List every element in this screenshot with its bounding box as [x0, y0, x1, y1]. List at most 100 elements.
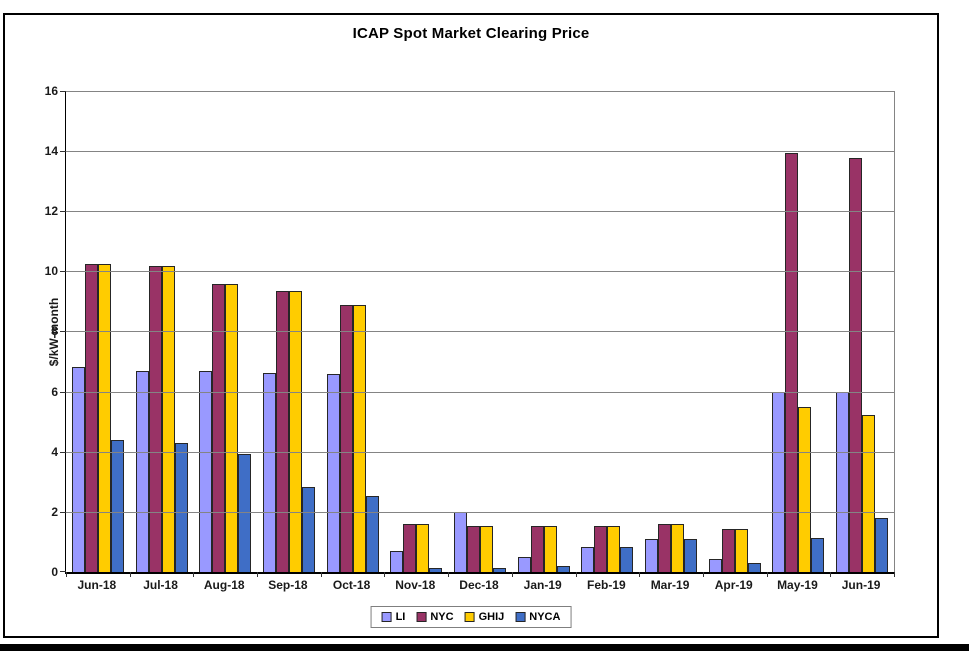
- bar-nyc-apr-19: [721, 529, 735, 572]
- y-axis-tick: [60, 512, 66, 513]
- legend-swatch-nyca: [515, 612, 526, 622]
- bar-nyc-aug-18: [212, 284, 226, 572]
- bar-nyc-dec-18: [466, 526, 480, 572]
- gridline: [66, 211, 894, 212]
- bar-ghij-aug-18: [225, 284, 239, 572]
- bar-nyca-may-19: [811, 538, 825, 572]
- x-axis-tick: [639, 572, 641, 577]
- y-tick-label: 12: [44, 204, 58, 218]
- bar-group-aug-18: [193, 91, 257, 572]
- chart-title: ICAP Spot Market Clearing Price: [352, 25, 590, 42]
- legend-label: NYC: [430, 611, 454, 623]
- y-axis-tick: [60, 211, 66, 212]
- x-axis-tick: [320, 572, 322, 577]
- y-axis-tick: [60, 452, 66, 453]
- bar-groups: [66, 91, 894, 572]
- bar-ghij-may-19: [798, 407, 812, 572]
- x-tick-label: Jun-18: [77, 578, 117, 592]
- y-tick-label: 8: [51, 324, 58, 338]
- bar-ghij-sep-18: [288, 291, 302, 572]
- bar-group-nov-18: [384, 91, 448, 572]
- bar-group-jun-19: [830, 91, 894, 572]
- bar-nyca-oct-18: [365, 496, 379, 572]
- gridline: [66, 392, 894, 393]
- y-axis-tick: [60, 571, 66, 572]
- bar-nyca-dec-18: [492, 568, 506, 572]
- bar-li-sep-18: [262, 373, 276, 572]
- y-axis-tick: [60, 331, 66, 332]
- section-divider-bar: [0, 644, 969, 651]
- bar-nyca-aug-18: [238, 454, 252, 572]
- bar-nyc-oct-18: [339, 305, 353, 572]
- bar-ghij-jul-18: [161, 266, 175, 572]
- x-tick-label: Aug-18: [203, 578, 245, 592]
- x-axis-tick: [448, 572, 450, 577]
- bar-li-oct-18: [326, 374, 340, 572]
- x-tick-label: Dec-18: [459, 578, 499, 592]
- legend-swatch-ghij: [464, 612, 475, 622]
- x-tick-label: Feb-19: [587, 578, 626, 592]
- bar-nyca-jun-18: [110, 440, 124, 572]
- y-tick-label: 14: [44, 144, 58, 158]
- x-axis-tick: [702, 572, 704, 577]
- bar-group-apr-19: [703, 91, 767, 572]
- gridline: [66, 151, 894, 152]
- bar-group-feb-19: [576, 91, 640, 572]
- legend-label: GHIJ: [478, 611, 505, 623]
- y-tick-label: 6: [51, 385, 58, 399]
- bar-ghij-apr-19: [734, 529, 748, 572]
- x-axis-tick: [830, 572, 832, 577]
- x-axis-tick: [575, 572, 577, 577]
- x-tick-label: Apr-19: [714, 578, 753, 592]
- y-tick-label: 10: [44, 264, 58, 278]
- y-axis-tick: [60, 271, 66, 272]
- bar-nyc-mar-19: [658, 524, 672, 572]
- x-tick-label: Jan-19: [523, 578, 562, 592]
- chart-frame: ICAP Spot Market Clearing Price $/kW-mon…: [3, 13, 939, 638]
- bar-nyca-nov-18: [429, 568, 443, 572]
- gridline: [66, 452, 894, 453]
- bar-nyca-jul-18: [174, 443, 188, 572]
- bar-ghij-jun-18: [97, 264, 111, 572]
- bar-li-aug-18: [199, 371, 213, 572]
- legend-label: LI: [395, 611, 406, 623]
- bar-nyca-jan-19: [556, 566, 570, 572]
- bar-group-dec-18: [448, 91, 512, 572]
- bar-nyca-sep-18: [301, 487, 315, 572]
- x-axis-labels: Jun-18 Jul-18 Aug-18 Sep-18 Oct-18 Nov-18 Dec-…: [65, 578, 893, 592]
- bar-li-jan-19: [517, 557, 531, 572]
- y-tick-label: 4: [51, 445, 58, 459]
- x-tick-label: Mar-19: [650, 578, 690, 592]
- bar-nyc-sep-18: [275, 291, 289, 572]
- bar-nyca-jun-19: [875, 518, 889, 572]
- bar-group-may-19: [767, 91, 831, 572]
- bar-ghij-dec-18: [479, 526, 493, 572]
- x-axis-tick: [511, 572, 513, 577]
- legend-label: NYCA: [529, 611, 561, 623]
- bar-nyc-may-19: [785, 153, 799, 572]
- y-tick-label: 16: [44, 84, 58, 98]
- bar-nyc-nov-18: [403, 524, 417, 572]
- y-axis-tick: [60, 91, 66, 92]
- bar-li-nov-18: [390, 551, 404, 572]
- legend-swatch-nyc: [416, 612, 427, 622]
- plot-area: $/kW-month 0 2 4 6 8 10 12 14 16: [45, 84, 895, 579]
- bar-group-sep-18: [257, 91, 321, 572]
- bar-li-may-19: [772, 392, 786, 572]
- bar-ghij-jun-19: [862, 415, 876, 572]
- bar-group-jul-18: [130, 91, 194, 572]
- gridline: [66, 512, 894, 513]
- bar-li-mar-19: [645, 539, 659, 572]
- bar-li-apr-19: [708, 559, 722, 572]
- bar-nyca-feb-19: [620, 547, 634, 572]
- bar-nyc-jul-18: [148, 266, 162, 572]
- x-tick-label: Oct-18: [332, 578, 371, 592]
- x-tick-label: Sep-18: [268, 578, 308, 592]
- y-tick-label: 0: [51, 565, 58, 579]
- bar-nyc-jun-18: [84, 264, 98, 572]
- bar-li-feb-19: [581, 547, 595, 572]
- bar-li-jul-18: [135, 371, 149, 572]
- bar-nyc-jun-19: [849, 158, 863, 572]
- y-axis-tick: [60, 392, 66, 393]
- x-tick-label: Jun-19: [841, 578, 881, 592]
